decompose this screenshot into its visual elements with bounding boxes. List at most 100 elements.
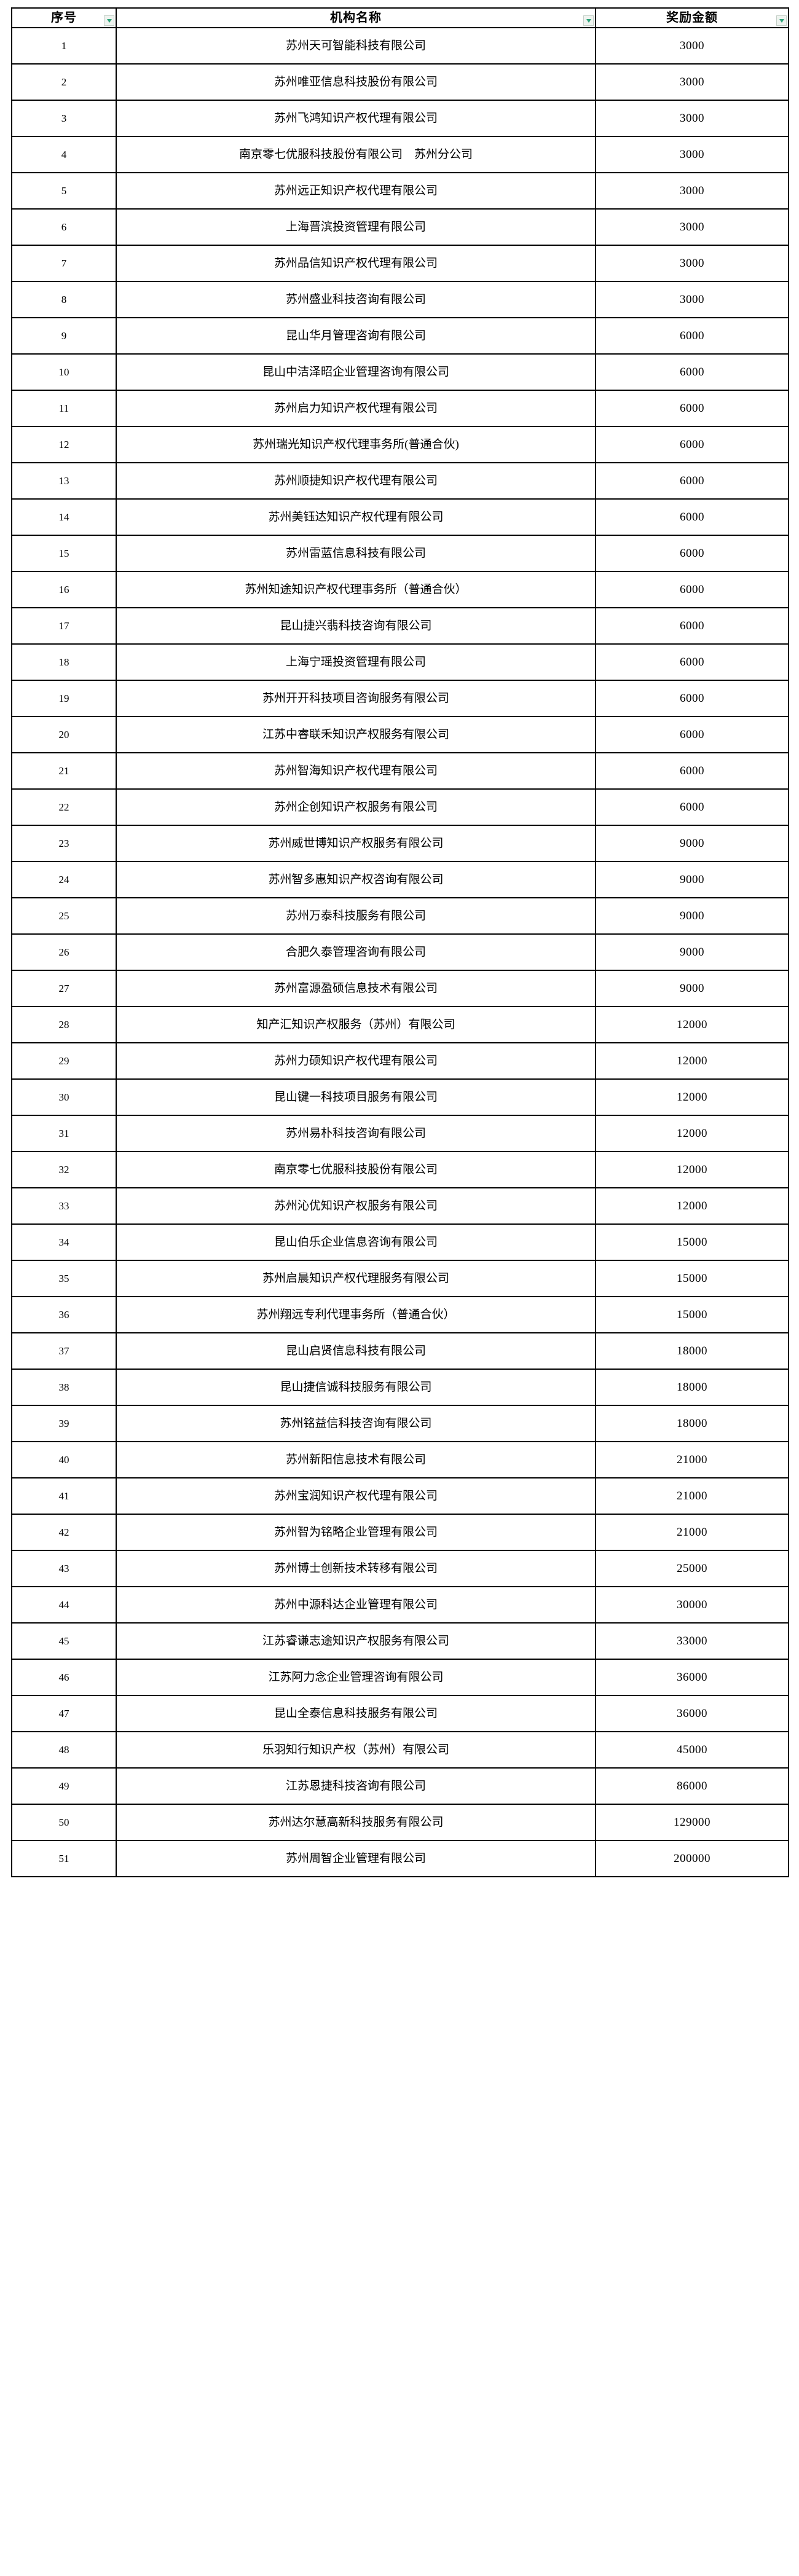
table-row[interactable]: 15 苏州雷蓝信息科技有限公司 6000 [11, 535, 789, 572]
cell-seq[interactable]: 3 [11, 100, 117, 137]
cell-seq[interactable]: 39 [11, 1405, 117, 1442]
cell-award-amount[interactable]: 9000 [595, 933, 789, 971]
cell-seq[interactable]: 43 [11, 1550, 117, 1587]
cell-award-amount[interactable]: 18000 [595, 1332, 789, 1370]
cell-institution-name[interactable]: 苏州顺捷知识产权代理有限公司 [116, 462, 596, 500]
table-row[interactable]: 23 苏州威世博知识产权服务有限公司 9000 [11, 825, 789, 862]
table-row[interactable]: 24 苏州智多惠知识产权咨询有限公司 9000 [11, 861, 789, 898]
cell-award-amount[interactable]: 15000 [595, 1296, 789, 1333]
table-row[interactable]: 32 南京零七优服科技股份有限公司 12000 [11, 1151, 789, 1188]
cell-institution-name[interactable]: 苏州翔远专利代理事务所（普通合伙） [116, 1296, 596, 1333]
cell-seq[interactable]: 22 [11, 788, 117, 826]
table-row[interactable]: 9 昆山华月管理咨询有限公司 6000 [11, 317, 789, 355]
cell-award-amount[interactable]: 21000 [595, 1441, 789, 1478]
cell-institution-name[interactable]: 苏州智海知识产权代理有限公司 [116, 752, 596, 790]
table-row[interactable]: 51 苏州周智企业管理有限公司 200000 [11, 1840, 789, 1877]
cell-institution-name[interactable]: 苏州周智企业管理有限公司 [116, 1840, 596, 1877]
table-row[interactable]: 49 江苏恩捷科技咨询有限公司 86000 [11, 1767, 789, 1805]
table-row[interactable]: 4 南京零七优服科技股份有限公司 苏州分公司 3000 [11, 136, 789, 173]
cell-institution-name[interactable]: 昆山全泰信息科技服务有限公司 [116, 1695, 596, 1732]
cell-award-amount[interactable]: 21000 [595, 1514, 789, 1551]
cell-seq[interactable]: 6 [11, 208, 117, 246]
cell-institution-name[interactable]: 昆山华月管理咨询有限公司 [116, 317, 596, 355]
cell-seq[interactable]: 14 [11, 498, 117, 536]
cell-award-amount[interactable]: 6000 [595, 680, 789, 717]
cell-award-amount[interactable]: 12000 [595, 1006, 789, 1043]
cell-award-amount[interactable]: 9000 [595, 825, 789, 862]
cell-institution-name[interactable]: 苏州智为铭略企业管理有限公司 [116, 1514, 596, 1551]
table-row[interactable]: 16 苏州知途知识产权代理事务所（普通合伙） 6000 [11, 571, 789, 608]
cell-institution-name[interactable]: 江苏睿谦志途知识产权服务有限公司 [116, 1622, 596, 1660]
cell-award-amount[interactable]: 15000 [595, 1223, 789, 1261]
cell-seq[interactable]: 25 [11, 897, 117, 935]
cell-institution-name[interactable]: 上海宁瑶投资管理有限公司 [116, 643, 596, 681]
cell-seq[interactable]: 37 [11, 1332, 117, 1370]
cell-award-amount[interactable]: 6000 [595, 426, 789, 463]
cell-institution-name[interactable]: 苏州知途知识产权代理事务所（普通合伙） [116, 571, 596, 608]
table-row[interactable]: 39 苏州铭益信科技咨询有限公司 18000 [11, 1405, 789, 1442]
cell-institution-name[interactable]: 苏州沁优知识产权服务有限公司 [116, 1187, 596, 1225]
cell-seq[interactable]: 20 [11, 716, 117, 753]
table-row[interactable]: 38 昆山捷信诚科技服务有限公司 18000 [11, 1368, 789, 1406]
cell-institution-name[interactable]: 昆山捷兴翡科技咨询有限公司 [116, 607, 596, 645]
cell-institution-name[interactable]: 苏州易朴科技咨询有限公司 [116, 1115, 596, 1152]
table-row[interactable]: 43 苏州博士创新技术转移有限公司 25000 [11, 1550, 789, 1587]
table-row[interactable]: 45 江苏睿谦志途知识产权服务有限公司 33000 [11, 1622, 789, 1660]
table-row[interactable]: 14 苏州美钰达知识产权代理有限公司 6000 [11, 498, 789, 536]
cell-seq[interactable]: 45 [11, 1622, 117, 1660]
cell-seq[interactable]: 42 [11, 1514, 117, 1551]
table-row[interactable]: 20 江苏中睿联禾知识产权服务有限公司 6000 [11, 716, 789, 753]
cell-institution-name[interactable]: 昆山伯乐企业信息咨询有限公司 [116, 1223, 596, 1261]
cell-seq[interactable]: 38 [11, 1368, 117, 1406]
table-row[interactable]: 28 知产汇知识产权服务（苏州）有限公司 12000 [11, 1006, 789, 1043]
cell-institution-name[interactable]: 苏州品信知识产权代理有限公司 [116, 245, 596, 282]
cell-institution-name[interactable]: 昆山启贤信息科技有限公司 [116, 1332, 596, 1370]
table-row[interactable]: 35 苏州启晨知识产权代理服务有限公司 15000 [11, 1260, 789, 1297]
cell-seq[interactable]: 11 [11, 390, 117, 427]
cell-institution-name[interactable]: 苏州飞鸿知识产权代理有限公司 [116, 100, 596, 137]
cell-institution-name[interactable]: 苏州唯亚信息科技股份有限公司 [116, 63, 596, 101]
cell-institution-name[interactable]: 苏州达尔慧高新科技服务有限公司 [116, 1804, 596, 1841]
table-row[interactable]: 1 苏州天可智能科技有限公司 3000 [11, 27, 789, 65]
cell-award-amount[interactable]: 3000 [595, 63, 789, 101]
cell-award-amount[interactable]: 45000 [595, 1731, 789, 1769]
cell-seq[interactable]: 16 [11, 571, 117, 608]
cell-seq[interactable]: 49 [11, 1767, 117, 1805]
filter-dropdown-icon-amount[interactable] [776, 15, 787, 26]
table-row[interactable]: 13 苏州顺捷知识产权代理有限公司 6000 [11, 462, 789, 500]
cell-institution-name[interactable]: 苏州富源盈硕信息技术有限公司 [116, 970, 596, 1007]
cell-seq[interactable]: 44 [11, 1586, 117, 1624]
cell-institution-name[interactable]: 苏州博士创新技术转移有限公司 [116, 1550, 596, 1587]
cell-award-amount[interactable]: 86000 [595, 1767, 789, 1805]
table-row[interactable]: 7 苏州品信知识产权代理有限公司 3000 [11, 245, 789, 282]
cell-seq[interactable]: 8 [11, 281, 117, 318]
cell-seq[interactable]: 7 [11, 245, 117, 282]
cell-seq[interactable]: 9 [11, 317, 117, 355]
cell-institution-name[interactable]: 苏州启力知识产权代理有限公司 [116, 390, 596, 427]
cell-seq[interactable]: 26 [11, 933, 117, 971]
cell-award-amount[interactable]: 12000 [595, 1115, 789, 1152]
cell-institution-name[interactable]: 苏州力硕知识产权代理有限公司 [116, 1042, 596, 1080]
cell-institution-name[interactable]: 乐羽知行知识产权（苏州）有限公司 [116, 1731, 596, 1769]
cell-institution-name[interactable]: 昆山键一科技项目服务有限公司 [116, 1078, 596, 1116]
cell-institution-name[interactable]: 苏州盛业科技咨询有限公司 [116, 281, 596, 318]
cell-seq[interactable]: 12 [11, 426, 117, 463]
cell-institution-name[interactable]: 上海晋滨投资管理有限公司 [116, 208, 596, 246]
cell-seq[interactable]: 29 [11, 1042, 117, 1080]
filter-dropdown-icon-seq[interactable] [104, 15, 114, 26]
table-row[interactable]: 27 苏州富源盈硕信息技术有限公司 9000 [11, 970, 789, 1007]
cell-award-amount[interactable]: 12000 [595, 1042, 789, 1080]
cell-seq[interactable]: 27 [11, 970, 117, 1007]
cell-institution-name[interactable]: 江苏中睿联禾知识产权服务有限公司 [116, 716, 596, 753]
cell-institution-name[interactable]: 苏州美钰达知识产权代理有限公司 [116, 498, 596, 536]
cell-award-amount[interactable]: 6000 [595, 498, 789, 536]
table-row[interactable]: 17 昆山捷兴翡科技咨询有限公司 6000 [11, 607, 789, 645]
cell-seq[interactable]: 2 [11, 63, 117, 101]
cell-award-amount[interactable]: 21000 [595, 1477, 789, 1515]
cell-award-amount[interactable]: 6000 [595, 788, 789, 826]
cell-institution-name[interactable]: 江苏恩捷科技咨询有限公司 [116, 1767, 596, 1805]
cell-award-amount[interactable]: 18000 [595, 1405, 789, 1442]
table-row[interactable]: 40 苏州新阳信息技术有限公司 21000 [11, 1441, 789, 1478]
cell-seq[interactable]: 30 [11, 1078, 117, 1116]
cell-institution-name[interactable]: 昆山捷信诚科技服务有限公司 [116, 1368, 596, 1406]
